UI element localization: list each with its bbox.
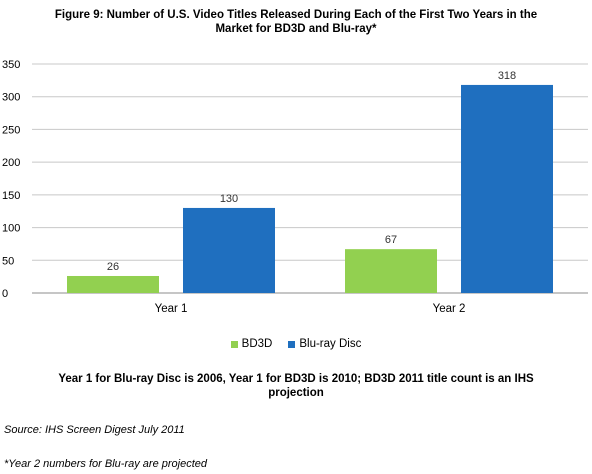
chart-note-line-2: projection xyxy=(268,387,324,399)
data-label: 67 xyxy=(385,234,397,246)
data-label: 318 xyxy=(498,70,516,82)
x-tick-label: Year 1 xyxy=(155,303,188,315)
footnote-text: *Year 2 numbers for Blu-ray are projecte… xyxy=(4,458,207,470)
chart-title-line-1: Figure 9: Number of U.S. Video Titles Re… xyxy=(54,9,538,21)
source-text: Source: IHS Screen Digest July 2011 xyxy=(4,424,185,436)
legend-item-bd3d: BD3D xyxy=(230,338,273,350)
bar xyxy=(461,84,553,294)
legend-label-bluray: Blu-ray Disc xyxy=(299,338,362,350)
bar-chart: 0 50 100 150 200 250 300 350 26 130 Year 1 67 318 Yea… xyxy=(2,59,588,315)
y-tick-label: 50 xyxy=(2,255,14,267)
y-tick-label: 100 xyxy=(2,223,20,235)
chart-title: Figure 9: Number of U.S. Video Titles Re… xyxy=(0,8,592,36)
chart-note: Year 1 for Blu-ray Disc is 2006, Year 1 … xyxy=(0,372,592,400)
chart-title-line-2: Market for BD3D and Blu-ray* xyxy=(215,23,377,35)
bar xyxy=(183,207,275,293)
x-tick-label: Year 2 xyxy=(433,303,466,315)
chart-note-line-1: Year 1 for Blu-ray Disc is 2006, Year 1 … xyxy=(58,373,534,385)
data-label: 130 xyxy=(220,193,238,205)
y-tick-label: 150 xyxy=(2,190,20,202)
y-tick-label: 350 xyxy=(2,59,20,71)
bar xyxy=(345,249,437,293)
legend-item-bluray: Blu-ray Disc xyxy=(288,338,361,350)
y-tick-label: 0 xyxy=(2,288,8,300)
y-tick-label: 200 xyxy=(2,157,20,169)
legend-swatch-bd3d xyxy=(230,340,238,348)
y-tick-label: 250 xyxy=(2,124,20,136)
data-label: 26 xyxy=(107,261,119,273)
legend-label-bd3d: BD3D xyxy=(241,338,273,350)
legend-swatch-bluray xyxy=(288,340,296,348)
y-tick-label: 300 xyxy=(2,92,20,104)
chart-legend: BD3D Blu-ray Disc xyxy=(0,338,592,350)
bar xyxy=(67,275,159,293)
